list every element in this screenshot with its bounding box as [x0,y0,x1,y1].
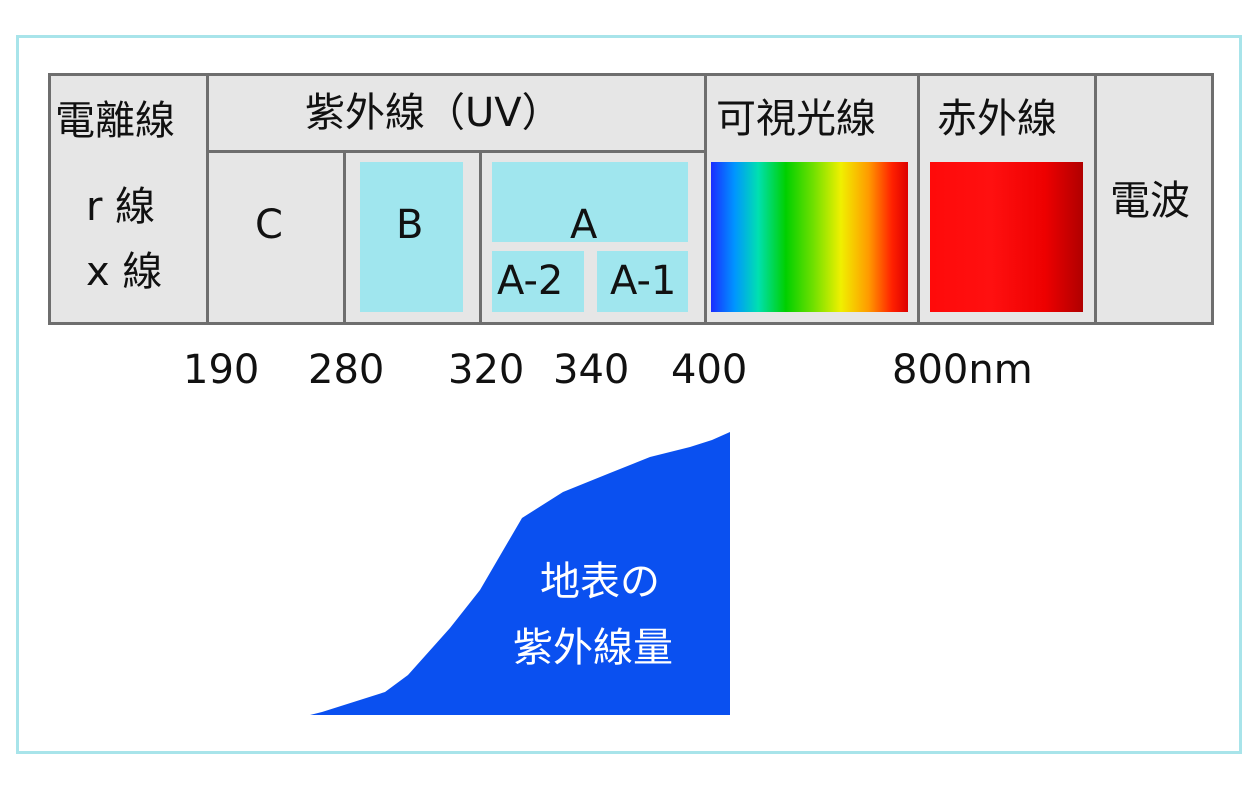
surface-uv-label-line1: 地表の [540,559,660,605]
surface-uv-label-line2: 紫外線量 [513,625,673,671]
uv-a-label: A [570,202,598,248]
ionizing-label: 電離線 [55,98,175,144]
uv-a-box [492,162,688,242]
infrared-spectrum [930,162,1083,312]
x-ray-label: x 線 [86,249,163,295]
radio-label: 電波 [1110,178,1190,224]
uv-b-label: B [396,202,424,248]
radio-cell [1094,73,1214,325]
tick-320: 320 [448,347,525,393]
uv-a2-label: A-2 [497,258,564,304]
tick-340: 340 [553,347,630,393]
gamma-ray-label: r 線 [86,184,156,230]
tick-190: 190 [183,347,260,393]
ionizing-cell [48,73,209,325]
visible-spectrum [711,162,908,312]
uv-a1-label: A-1 [610,258,677,304]
uv-a2-box [492,251,584,312]
surface-uv-area-shape [310,432,730,715]
tick-800nm: 800nm [892,347,1033,393]
uv-label: 紫外線（UV） [305,90,562,136]
uv-b-box [360,162,463,312]
infrared-label: 赤外線 [937,96,1057,142]
visible-label: 可視光線 [716,96,876,142]
uv-a1-box [597,251,688,312]
uv-c-label: C [255,202,283,248]
diagram-frame [16,35,1242,754]
uv-c-cell [206,150,346,325]
tick-280: 280 [308,347,385,393]
tick-400: 400 [671,347,748,393]
